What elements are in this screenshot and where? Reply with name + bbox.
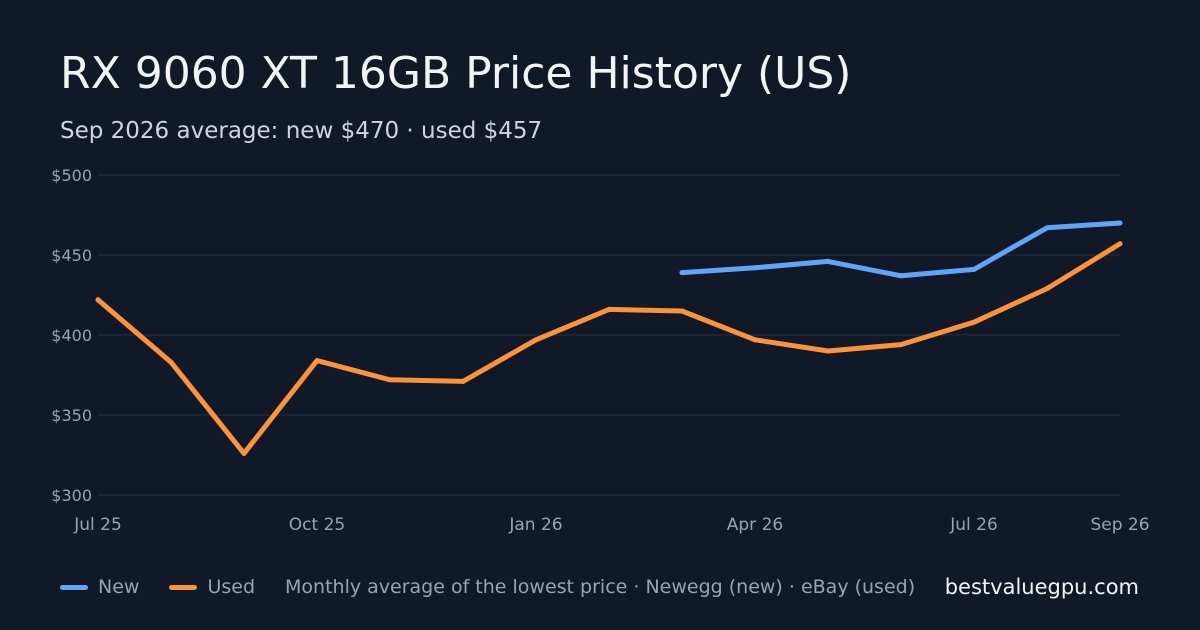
source-note: Monthly average of the lowest price · Ne… [285,576,916,598]
data-point-new [825,258,831,264]
y-axis: $300 $350 $400 $450 $500 [51,166,92,505]
x-tick-label: Oct 25 [289,515,345,535]
data-point-used [606,306,612,312]
x-tick-label: Apr 26 [727,515,783,535]
data-point-used [1117,241,1123,247]
data-point-new [898,273,904,279]
legend-swatch-new [60,584,88,590]
x-tick-label: Jul 25 [73,515,122,535]
y-tick-label: $350 [51,406,92,425]
x-tick-label: Sep 26 [1090,515,1149,535]
x-axis: Jul 25 Oct 25 Jan 26 Apr 26 Jul 26 Sep 26 [73,515,1149,535]
brand-link[interactable]: bestvaluegpu.com [944,575,1139,599]
data-point-new [1117,220,1123,226]
legend-item-used: Used [169,576,255,598]
grid-layer [98,174,1120,496]
data-point-used [752,337,758,343]
y-tick-label: $400 [51,326,92,345]
data-point-used [95,297,101,303]
data-point-used [533,337,539,343]
legend-label-used: Used [207,576,256,598]
chart-subtitle: Sep 2026 average: new $470 · used $457 [60,118,543,144]
data-point-used [168,359,174,365]
series-layer [95,220,1123,456]
x-tick-label: Jan 26 [508,515,562,535]
data-point-used [898,342,904,348]
legend-label-new: New [98,576,140,598]
y-tick-label: $500 [51,166,92,185]
data-point-used [241,450,247,456]
legend: New Used Monthly average of the lowest p… [60,572,915,602]
data-point-used [971,319,977,325]
data-point-new [971,266,977,272]
data-point-used [314,358,320,364]
data-point-used [825,348,831,354]
data-point-used [1044,286,1050,292]
y-tick-label: $450 [51,246,92,265]
series-line-new [679,220,1123,279]
data-point-new [679,270,685,276]
x-tick-label: Jul 26 [949,515,998,535]
series-line-used [95,241,1123,456]
data-point-used [460,378,466,384]
legend-swatch-used [169,584,198,590]
chart-title: RX 9060 XT 16GB Price History (US) [60,48,852,99]
data-point-used [387,377,393,383]
y-tick-label: $300 [51,486,92,505]
data-point-used [679,308,685,314]
data-point-new [1044,225,1050,231]
data-point-new [752,265,758,271]
legend-item-new: New [60,576,139,598]
